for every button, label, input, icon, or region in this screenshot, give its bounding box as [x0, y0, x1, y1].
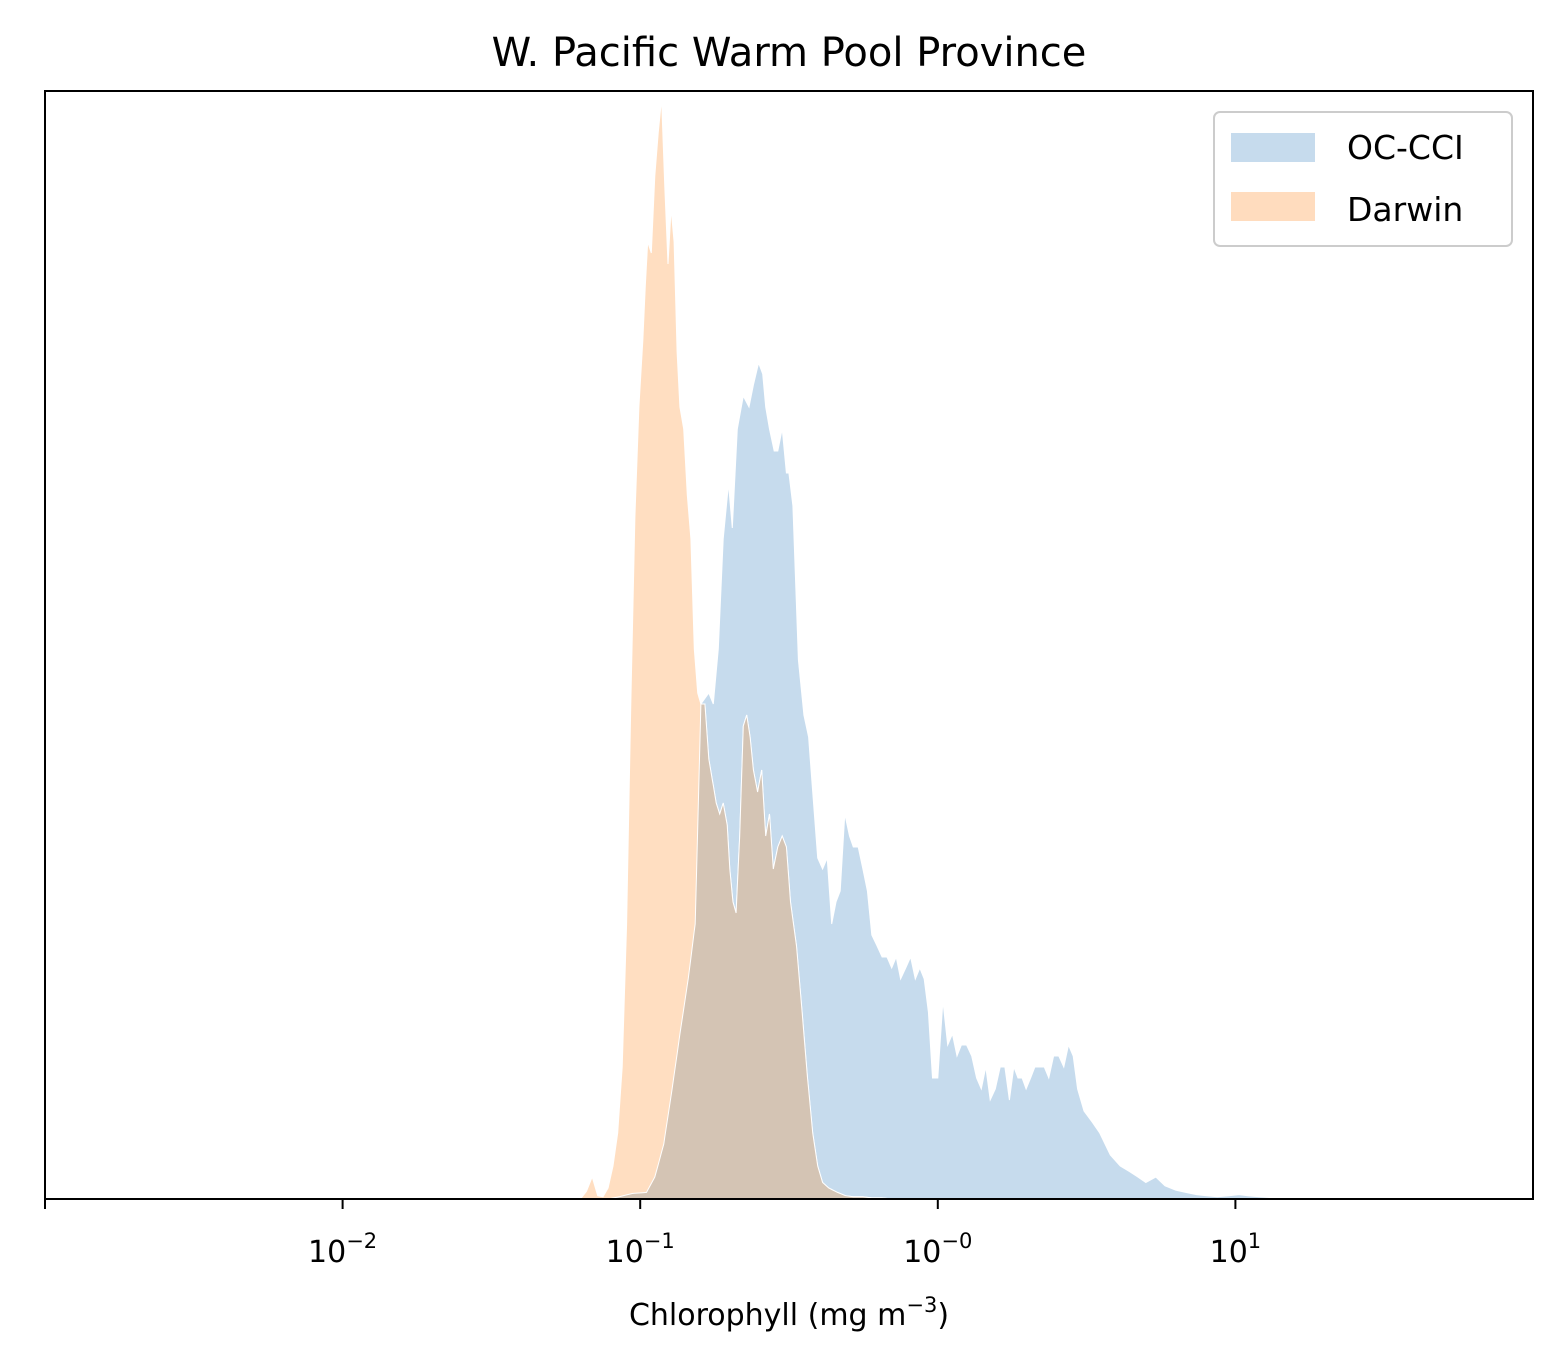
- x-tick-label: 10−0: [903, 1229, 972, 1270]
- plot-area: [579, 98, 1288, 1200]
- x-tick-label: 10−1: [606, 1229, 675, 1270]
- legend-label-darwin: Darwin: [1347, 190, 1463, 229]
- chart-title: W. Pacific Warm Pool Province: [492, 30, 1087, 76]
- legend-swatch-oc-cci: [1231, 133, 1315, 162]
- plot-frame: [44, 90, 1534, 1200]
- x-tick-label: 101: [1210, 1229, 1262, 1270]
- x-axis-label: Chlorophyll (mg m−3): [629, 1293, 949, 1333]
- legend: OC-CCI Darwin: [1213, 111, 1513, 247]
- legend-label-oc-cci: OC-CCI: [1347, 128, 1464, 167]
- x-tick-label: 10−2: [308, 1229, 377, 1270]
- legend-swatch-darwin: [1231, 192, 1315, 221]
- x-axis-ticks: 10−2 10−1 10−0 101: [44, 1199, 1262, 1270]
- series-overlap-area: [608, 703, 892, 1200]
